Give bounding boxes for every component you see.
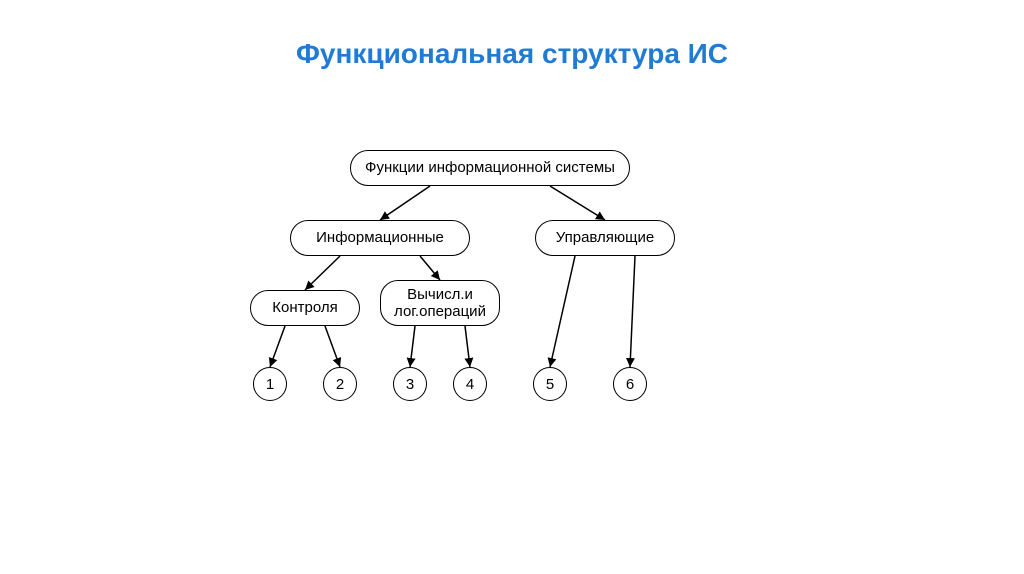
node-kont: Контроля	[250, 290, 360, 326]
edge-info-kont	[305, 256, 340, 290]
leaf-l4: 4	[453, 367, 487, 401]
edge-calc-l4	[465, 326, 470, 367]
node-ctrl: Управляющие	[535, 220, 675, 256]
leaf-l2: 2	[323, 367, 357, 401]
edge-ctrl-l6	[630, 256, 635, 367]
leaf-l6: 6	[613, 367, 647, 401]
edge-kont-l1	[270, 326, 285, 367]
tree-diagram: Функции информационной системы Информацио…	[230, 150, 790, 470]
leaf-l3: 3	[393, 367, 427, 401]
page-title: Функциональная структура ИС	[0, 38, 1024, 70]
node-calc: Вычисл.и лог.операций	[380, 280, 500, 326]
edge-calc-l3	[410, 326, 415, 367]
node-root: Функции информационной системы	[350, 150, 630, 186]
edge-ctrl-l5	[550, 256, 575, 367]
leaf-l1: 1	[253, 367, 287, 401]
node-info: Информационные	[290, 220, 470, 256]
edge-kont-l2	[325, 326, 340, 367]
edge-root-ctrl	[550, 186, 605, 220]
edge-root-info	[380, 186, 430, 220]
leaf-l5: 5	[533, 367, 567, 401]
edge-info-calc	[420, 256, 440, 280]
